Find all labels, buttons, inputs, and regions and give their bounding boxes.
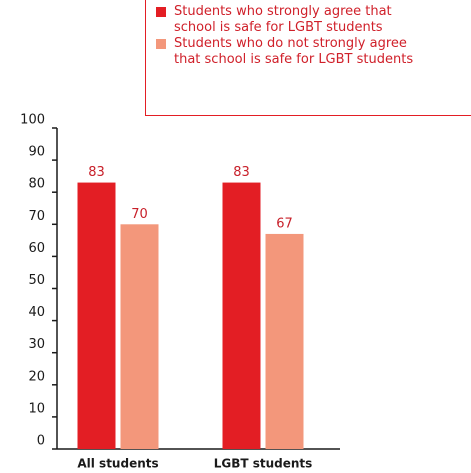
y-tick-label: 40 [28, 305, 45, 320]
bar [222, 182, 261, 449]
legend-swatch [156, 39, 166, 49]
legend-label: Students who strongly agree that school … [174, 4, 392, 35]
bar [120, 224, 159, 449]
x-tick-label: All students [77, 457, 158, 471]
x-tick-label: LGBT students [214, 457, 313, 471]
y-tick-label: 60 [28, 241, 45, 256]
y-tick-label: 80 [28, 177, 45, 192]
value-label: 70 [131, 207, 148, 222]
bar [77, 182, 116, 449]
bar [265, 233, 304, 449]
legend-item: Students who do not strongly agree that … [156, 36, 471, 68]
y-tick-label: 70 [28, 209, 45, 224]
y-tick-label: 90 [28, 145, 45, 160]
value-label: 83 [233, 165, 250, 180]
y-tick-label: 50 [28, 273, 45, 288]
y-tick-label: 100 [20, 113, 45, 128]
value-label: 83 [88, 165, 105, 180]
legend-label: Students who do not strongly agree that … [174, 36, 414, 67]
legend-item: Students who strongly agree that school … [156, 4, 471, 36]
legend: Students who strongly agree that school … [145, 0, 471, 116]
y-tick-label: 20 [28, 369, 45, 384]
value-label: 67 [276, 216, 293, 231]
y-tick-label: 30 [28, 337, 45, 352]
y-tick-label: 10 [28, 401, 45, 416]
legend-swatch [156, 7, 166, 17]
y-tick-label: 0 [37, 434, 45, 449]
